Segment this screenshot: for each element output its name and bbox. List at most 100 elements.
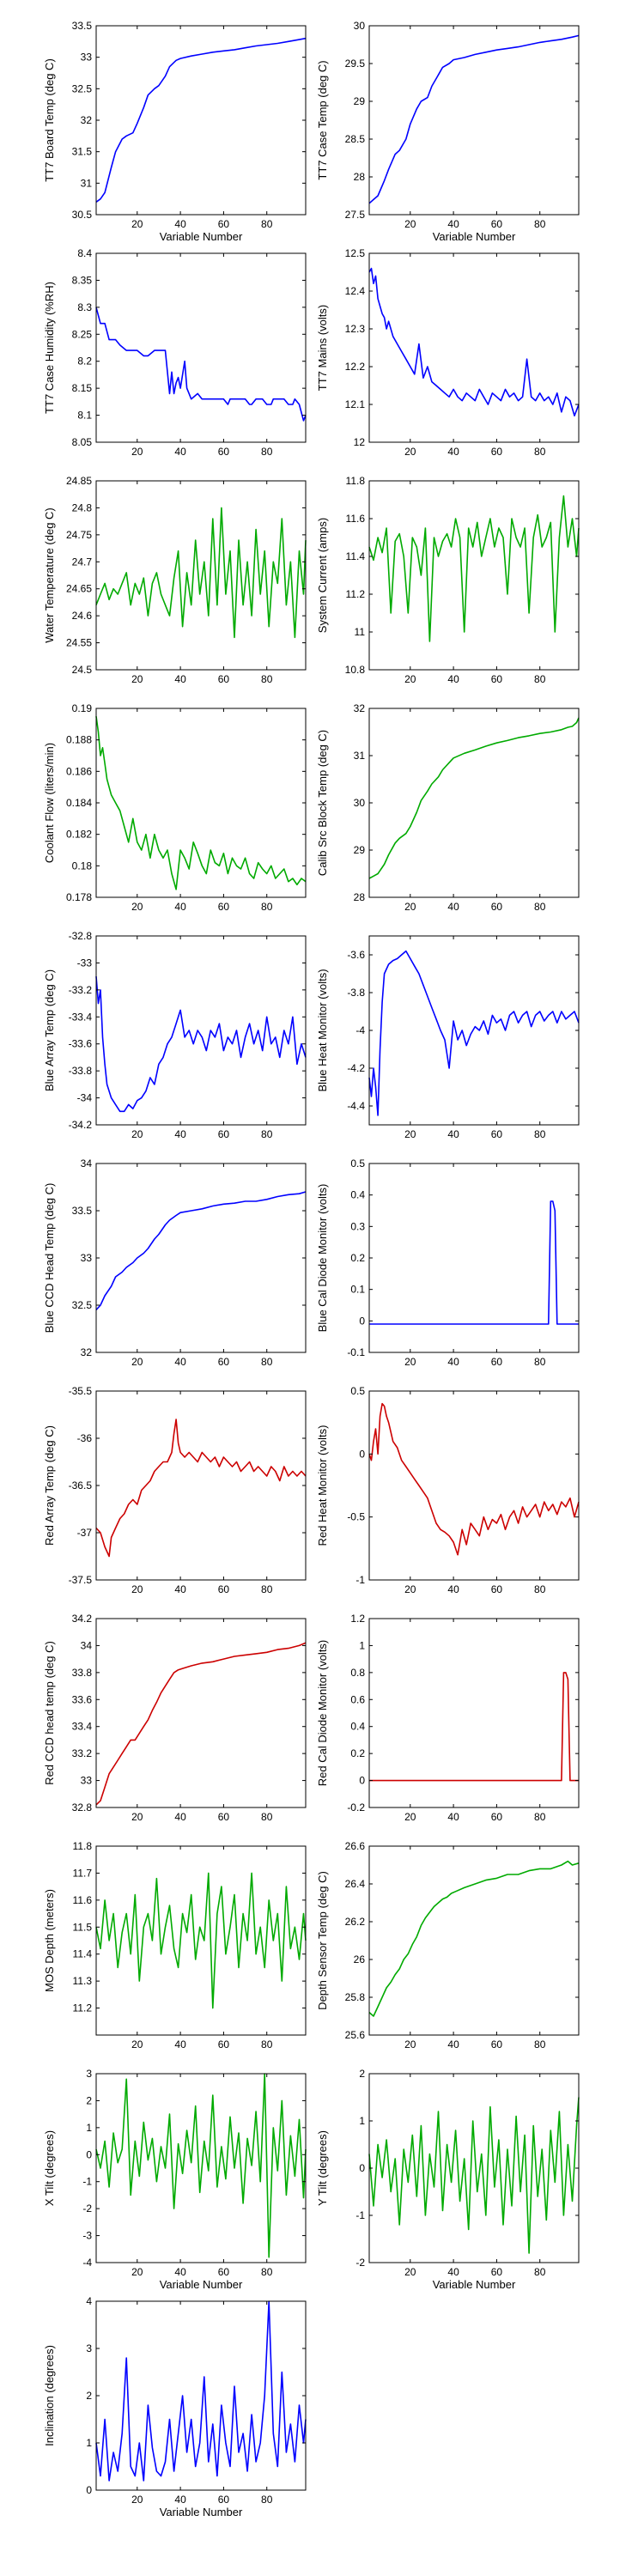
- y-tick-label: -2: [355, 2257, 365, 2269]
- y-tick-label: 11.6: [346, 513, 366, 525]
- x-tick-label: 80: [534, 673, 546, 685]
- plot-frame: [95, 1845, 307, 2036]
- y-axis-label: TT7 Case Humidity (%RH): [43, 282, 56, 414]
- x-tick-label: 80: [534, 1356, 546, 1368]
- y-tick-label: 0.3: [350, 1220, 365, 1232]
- plot-frame: [95, 1390, 307, 1581]
- y-axis-label: Red CCD head temp (deg C): [43, 1641, 56, 1785]
- x-tick-label: 20: [131, 673, 143, 685]
- y-tick-label: 1.2: [350, 1613, 365, 1625]
- chart-panel-3: 20 40 60 80 8.05 8.1 8.15 8.2 8.25 8.3 8.35 8.4 TT7 …: [43, 247, 307, 458]
- y-tick-label: 12.5: [345, 247, 366, 259]
- x-tick-label: 60: [218, 2266, 230, 2278]
- chart-panel-13: 20 40 60 80 -37.5 -37 -36.5 -36 -35.5 Red Array T…: [43, 1385, 307, 1595]
- x-tick-label: 20: [131, 1583, 143, 1595]
- y-tick-label: 0.18: [72, 860, 93, 872]
- x-tick-label: 80: [261, 218, 273, 230]
- x-tick-label: 60: [218, 446, 230, 458]
- plot-frame: [368, 1390, 580, 1581]
- x-tick-label: 20: [131, 2038, 143, 2050]
- x-tick-label: 40: [174, 901, 186, 913]
- plot-frame: [368, 708, 580, 898]
- x-tick-label: 80: [261, 1583, 273, 1595]
- y-tick-label: -33.2: [69, 984, 93, 996]
- x-tick-label: 20: [131, 446, 143, 458]
- y-tick-label: 30: [354, 797, 366, 809]
- x-axis-label: Variable Number: [160, 230, 243, 243]
- y-tick-label: -1: [355, 2209, 365, 2221]
- y-tick-label: -34.2: [69, 1119, 93, 1131]
- x-tick-label: 60: [218, 218, 230, 230]
- x-tick-label: 40: [447, 218, 459, 230]
- x-tick-label: 80: [534, 2038, 546, 2050]
- y-tick-label: 33.8: [72, 1667, 93, 1679]
- y-tick-label: 8.05: [72, 436, 93, 448]
- y-tick-label: 11.8: [346, 475, 366, 487]
- series-line: [368, 1860, 580, 2017]
- x-axis-label: Variable Number: [433, 230, 516, 243]
- y-axis-label: Y Tilt (degrees): [316, 2130, 329, 2206]
- x-tick-label: 20: [404, 2266, 416, 2278]
- x-tick-label: 60: [218, 901, 230, 913]
- y-tick-label: -35.5: [69, 1385, 93, 1397]
- x-tick-label: 40: [174, 1811, 186, 1823]
- y-tick-label: -33.8: [69, 1065, 93, 1077]
- y-axis-label: Blue Array Temp (deg C): [43, 969, 56, 1091]
- x-tick-label: 40: [447, 1356, 459, 1368]
- y-tick-label: 34: [81, 1639, 93, 1651]
- y-tick-label: 30.5: [72, 209, 93, 221]
- x-tick-label: 20: [404, 1811, 416, 1823]
- y-tick-label: 0.186: [66, 765, 92, 777]
- x-tick-label: 20: [131, 901, 143, 913]
- y-tick-label: -34: [77, 1092, 93, 1104]
- x-tick-label: 80: [261, 901, 273, 913]
- x-tick-label: 80: [534, 1128, 546, 1140]
- x-tick-label: 40: [447, 1128, 459, 1140]
- y-tick-label: 32.8: [72, 1801, 93, 1814]
- series-line: [95, 307, 307, 422]
- x-tick-label: 60: [491, 1583, 503, 1595]
- x-tick-label: 60: [491, 1356, 503, 1368]
- plot-frame: [95, 1618, 307, 1808]
- y-tick-label: 8.4: [77, 247, 92, 259]
- x-tick-label: 60: [491, 1811, 503, 1823]
- x-tick-label: 80: [261, 1811, 273, 1823]
- x-tick-label: 40: [447, 901, 459, 913]
- plot-frame: [95, 708, 307, 898]
- y-axis-label: Coolant Flow (liters/min): [43, 743, 56, 863]
- x-tick-label: 20: [404, 218, 416, 230]
- chart-panel-5: 20 40 60 80 24.5 24.55 24.6 24.65 24.7 24.75 24.8 2…: [43, 475, 307, 685]
- x-tick-label: 80: [534, 2266, 546, 2278]
- y-tick-label: 29: [354, 844, 366, 856]
- y-axis-label: X Tilt (degrees): [43, 2130, 56, 2206]
- y-axis-label: Depth Sensor Temp (deg C): [316, 1871, 329, 2010]
- x-tick-label: 40: [174, 2266, 186, 2278]
- y-tick-label: 32.5: [72, 82, 93, 94]
- x-tick-label: 80: [534, 446, 546, 458]
- plot-frame: [368, 252, 580, 443]
- y-tick-label: 26.2: [345, 1916, 366, 1928]
- y-tick-label: 11.2: [346, 588, 366, 600]
- x-tick-label: 80: [261, 1128, 273, 1140]
- series-line: [368, 495, 580, 642]
- y-tick-label: 8.2: [77, 355, 92, 368]
- y-tick-label: -37.5: [69, 1574, 93, 1586]
- y-tick-label: 0.5: [350, 1385, 365, 1397]
- x-tick-label: 80: [534, 1583, 546, 1595]
- series-line: [95, 716, 307, 890]
- y-tick-label: 0.2: [350, 1747, 365, 1759]
- y-tick-label: -36.5: [69, 1479, 93, 1492]
- y-tick-label: 32: [354, 702, 366, 714]
- y-tick-label: 3: [86, 2342, 92, 2354]
- y-axis-label: System Current (amps): [316, 518, 329, 633]
- y-tick-label: 0.4: [350, 1189, 365, 1201]
- y-tick-label: 8.3: [77, 301, 92, 313]
- y-tick-label: 2: [86, 2390, 92, 2402]
- y-tick-label: 0.188: [66, 734, 92, 746]
- y-tick-label: -3.8: [347, 987, 365, 999]
- y-tick-label: 2: [86, 2094, 92, 2106]
- y-tick-label: -2: [82, 2202, 92, 2215]
- y-axis-label: TT7 Mains (volts): [316, 305, 329, 391]
- y-tick-label: 25.8: [345, 1991, 366, 2003]
- x-tick-label: 60: [491, 218, 503, 230]
